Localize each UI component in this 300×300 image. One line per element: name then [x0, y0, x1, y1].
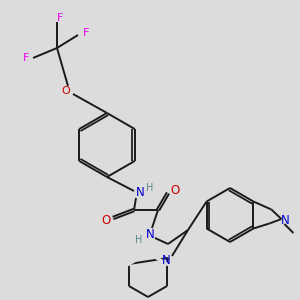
Text: F: F	[23, 53, 29, 63]
Text: H: H	[135, 235, 143, 245]
Text: N: N	[162, 254, 170, 268]
Text: O: O	[61, 86, 70, 96]
Text: N: N	[136, 187, 144, 200]
Text: F: F	[57, 13, 63, 23]
Text: O: O	[101, 214, 111, 226]
Text: N: N	[281, 214, 290, 227]
Text: O: O	[170, 184, 180, 197]
Text: F: F	[83, 28, 89, 38]
Text: H: H	[146, 183, 154, 193]
Text: N: N	[146, 229, 154, 242]
